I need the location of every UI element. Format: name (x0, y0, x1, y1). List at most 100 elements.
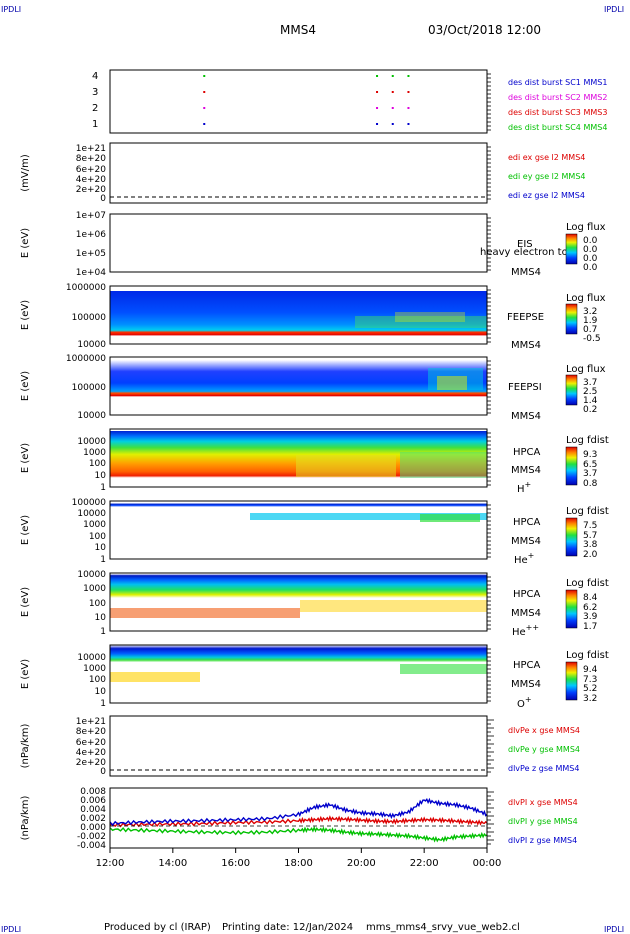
panel-divpe: (nPa/km) 1e+21 8e+20 6e+20 4e+20 2e+20 0… (20, 715, 580, 777)
feepse-sc: MMS4 (511, 340, 541, 351)
time-tick-label: 22:00 (410, 858, 439, 869)
hpca-h-cbar-t1: 6.5 (583, 460, 597, 470)
burst-ytick-4: 4 (92, 71, 98, 82)
feepse-cbar-t3: -0.5 (583, 334, 601, 344)
hpca-hepp-cbar-t0: 8.4 (583, 593, 598, 603)
hpca-h-ytick-1: 1000 (83, 448, 106, 458)
burst-dot (407, 91, 410, 93)
hpca-he-inst: HPCA (513, 517, 541, 528)
hpca-o-species-name: O (517, 699, 525, 710)
feepse-ytick-1: 100000 (72, 313, 107, 323)
burst-dot (203, 123, 206, 125)
burst-dots (203, 75, 410, 125)
panel-divpi: (nPa/km) 0.008 0.006 0.004 0.002 0.000 -… (20, 787, 578, 851)
hpca-o-ytick-0: 10000 (77, 653, 106, 663)
burst-legend-1: des dist burst SC1 MMS1 (508, 78, 607, 87)
time-tick-label: 20:00 (347, 858, 376, 869)
burst-dot (376, 107, 379, 109)
feepsi-sc: MMS4 (511, 411, 541, 422)
hpca-he-cbar-t3: 2.0 (583, 550, 598, 560)
hpca-h-cbar-title: Log fdist (566, 435, 609, 446)
footer-produced: Produced by cl (IRAP) (104, 922, 211, 933)
eis-inst: EIS (517, 239, 533, 250)
hpca-o-cbar-t2: 5.2 (583, 684, 597, 694)
hpca-hepp-ytick-2: 100 (89, 599, 106, 609)
hpca-h-charge: + (525, 480, 532, 489)
feepsi-inst: FEEPSI (508, 382, 542, 393)
hpca-hepp-cbar-title: Log fdist (566, 578, 609, 589)
eis-sc: MMS4 (511, 267, 541, 278)
divpi-ylabel: (nPa/km) (20, 796, 31, 841)
divpe-ytick-2: 6e+20 (76, 738, 107, 748)
edi-ytick-0: 1e+21 (76, 144, 106, 154)
hpca-h-ytick-3: 10 (95, 471, 107, 481)
hpca-o-ytick-4: 1 (100, 699, 106, 709)
feepsi-cbar-t2: 1.4 (583, 396, 598, 406)
divpe-legend-z: dlvPe z gse MMS4 (508, 764, 579, 773)
divpe-ytick-3: 4e+20 (76, 748, 107, 758)
eis-cbar-t3: 0.0 (583, 263, 598, 273)
edi-ylabel: (mV/m) (20, 154, 31, 192)
burst-dot (407, 107, 410, 109)
hpca-o-ylabel: E (eV) (20, 659, 31, 689)
burst-dot (407, 75, 410, 77)
feepsi-ytick-1: 100000 (72, 383, 107, 393)
eis-cbar-t0: 0.0 (583, 236, 598, 246)
hpca-o-species: O+ (517, 695, 532, 710)
edi-legend-y: edi ey gse l2 MMS4 (508, 172, 586, 181)
hpca-hepp-cbar-t2: 3.9 (583, 612, 598, 622)
feepsi-cbar-t0: 3.7 (583, 378, 597, 388)
feepse-cbar-t2: 0.7 (583, 325, 597, 335)
panel-hpca-h: E (eV) 10000 1000 100 10 1 HPCA MMS4 H+ … (20, 428, 609, 495)
feepse-ytick-0: 1000000 (66, 283, 106, 293)
eis-overlay: heavy electron to (480, 247, 568, 258)
hpca-h-cbar-t0: 9.3 (583, 450, 597, 460)
feepsi-spectrogram (110, 360, 487, 406)
eis-cbar-t2: 0.0 (583, 254, 598, 264)
burst-dot (203, 107, 206, 109)
feepsi-ytick-0: 1000000 (66, 354, 106, 364)
hpca-h-species: H+ (517, 480, 531, 495)
hpca-h-cbar-t2: 3.7 (583, 469, 597, 479)
hpca-hepp-charge: ++ (526, 623, 539, 632)
time-tick-label: 14:00 (158, 858, 187, 869)
burst-dot (203, 75, 206, 77)
hpca-h-colorbar (565, 446, 578, 486)
feepse-colorbar (565, 303, 578, 335)
hpca-h-ylabel: E (eV) (20, 443, 31, 473)
hpca-he-cbar-t1: 5.7 (583, 531, 597, 541)
time-axis: 12:00 14:00 16:00 18:00 20:00 22:00 00:00 (96, 848, 502, 869)
hpca-hepp-ylabel: E (eV) (20, 587, 31, 617)
feepsi-colorbar (565, 374, 578, 406)
divpi-legend-y: dlvPI y gse MMS4 (508, 817, 578, 826)
panel-hpca-o: E (eV) 10000 1000 100 10 1 HPCA MMS4 O+ … (20, 644, 609, 710)
burst-dot (391, 123, 394, 125)
eis-ytick-0: 1e+07 (76, 211, 106, 221)
divpe-ytick-5: 0 (100, 767, 106, 777)
feepsi-cbar-title: Log flux (566, 364, 606, 375)
burst-dot (376, 123, 379, 125)
hpca-he-ytick-3: 100 (89, 532, 106, 542)
feepse-inst: FEEPSE (507, 312, 544, 323)
burst-ytick-2: 2 (92, 103, 98, 114)
burst-dot (407, 123, 410, 125)
divpi-series-line (109, 825, 488, 843)
hpca-he-sc: MMS4 (511, 536, 541, 547)
time-tick-label: 12:00 (96, 858, 125, 869)
burst-dot (391, 91, 394, 93)
divpi-ytick-6: -0.004 (77, 841, 106, 851)
plot-datetime: 03/Oct/2018 12:00 (428, 23, 541, 37)
hpca-he-cbar-t2: 3.8 (583, 540, 598, 550)
feepsi-ylabel: E (eV) (20, 371, 31, 401)
corner-label-bl: IPDLI (1, 925, 21, 934)
hpca-he-charge: + (528, 551, 535, 560)
panel-burst: 4 3 2 1 des dist burst SC1 MMS1 des dist… (92, 69, 607, 134)
hpca-he-species: He+ (514, 551, 534, 566)
time-tick-label: 00:00 (473, 858, 502, 869)
hpca-o-ytick-3: 10 (95, 687, 107, 697)
hpca-hepp-ytick-4: 1 (100, 627, 106, 637)
hpca-hepp-ytick-3: 10 (95, 613, 107, 623)
hpca-o-inst: HPCA (513, 660, 541, 671)
footer-file: mms_mms4_srvy_vue_web2.cl (366, 922, 520, 933)
divpi-ytick-0: 0.008 (80, 787, 106, 797)
